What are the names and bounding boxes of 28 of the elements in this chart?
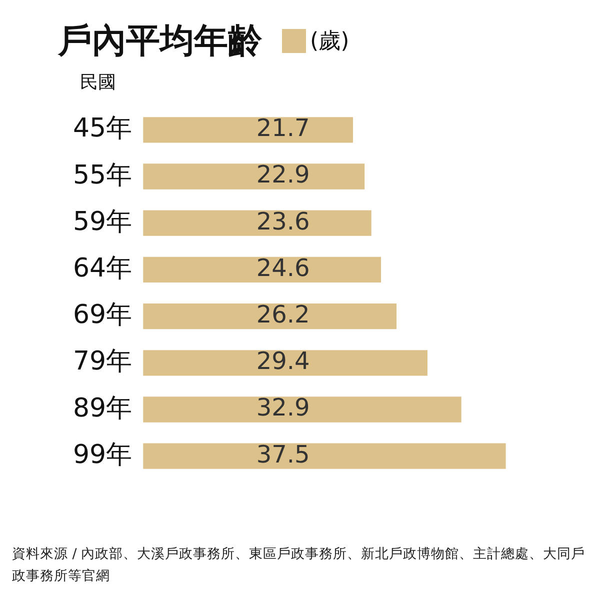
y-tick-label: 55年 (72, 160, 132, 190)
bar (143, 256, 382, 283)
data-label: 24.6 (256, 254, 310, 282)
data-label: 23.6 (256, 207, 310, 236)
source-note: 資料來源 / 內政部、大溪戶政事務所、東區戶政事務所、新北戶政博物館、主計總處、大同戶政事務所等官網 (12, 545, 586, 586)
bar (143, 443, 506, 469)
bar (143, 117, 353, 143)
y-tick-label: 99年 (72, 440, 132, 470)
bar (143, 303, 397, 330)
chart-title: 戶內平均年齡 (58, 20, 262, 63)
bar (143, 350, 428, 376)
legend-label: (歲) (310, 28, 350, 56)
data-label: 22.9 (256, 160, 310, 189)
bar (143, 396, 462, 422)
data-label: 37.5 (256, 440, 310, 468)
data-label: 26.2 (256, 300, 310, 329)
data-label: 29.4 (256, 347, 310, 376)
bar (143, 210, 372, 236)
y-tick-label: 45年 (72, 114, 132, 144)
data-label: 32.9 (256, 394, 310, 422)
y-tick-label: 64年 (72, 253, 132, 284)
y-tick-label: 89年 (72, 393, 132, 424)
y-tick-label: 79年 (72, 346, 132, 377)
data-label: 21.7 (256, 114, 310, 142)
y-tick-label: 59年 (72, 206, 132, 237)
y-axis-title: 民國 (80, 71, 116, 94)
bar (143, 164, 365, 190)
y-tick-label: 69年 (72, 300, 132, 330)
